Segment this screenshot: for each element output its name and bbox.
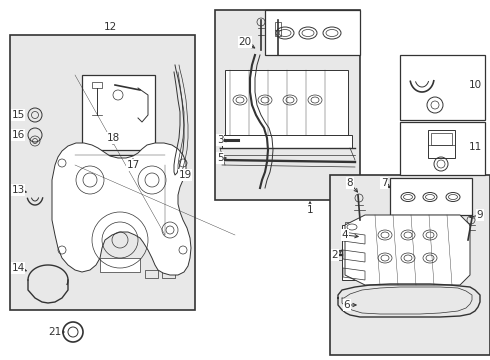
Bar [92,82,102,88]
Bar [400,122,485,175]
Text: 15: 15 [11,110,24,120]
Polygon shape [52,143,191,275]
Bar [145,270,158,278]
Text: 8: 8 [347,178,353,188]
Text: 2: 2 [332,250,338,260]
Bar [82,75,155,150]
Bar [10,35,195,310]
Text: 6: 6 [343,300,350,310]
Text: 17: 17 [126,160,140,170]
Text: 7: 7 [381,178,387,188]
Text: 10: 10 [468,80,482,90]
Bar [225,70,348,135]
Bar [100,155,155,165]
Text: 3: 3 [217,135,223,145]
Text: 9: 9 [477,210,483,220]
Text: 1: 1 [307,205,313,215]
Bar [162,270,175,278]
Polygon shape [345,215,470,285]
Text: 19: 19 [178,170,192,180]
Bar [100,258,140,272]
Text: 14: 14 [11,263,24,273]
Bar [400,55,485,120]
Bar [103,158,152,162]
Text: 21: 21 [49,327,62,337]
Bar [390,178,472,215]
Text: 12: 12 [103,22,117,32]
Bar [265,10,360,55]
Text: 20: 20 [239,37,251,47]
Text: 16: 16 [11,130,24,140]
Bar [275,22,281,36]
Text: 11: 11 [468,142,482,152]
Text: 18: 18 [106,133,120,143]
Bar [431,133,452,145]
Bar [222,135,352,148]
Text: 5: 5 [217,153,223,163]
Bar [345,222,360,232]
Bar [428,130,455,158]
Bar [330,175,490,355]
Text: 13: 13 [11,185,24,195]
Bar [342,225,368,280]
Bar [215,10,360,200]
Text: 4: 4 [342,230,348,240]
